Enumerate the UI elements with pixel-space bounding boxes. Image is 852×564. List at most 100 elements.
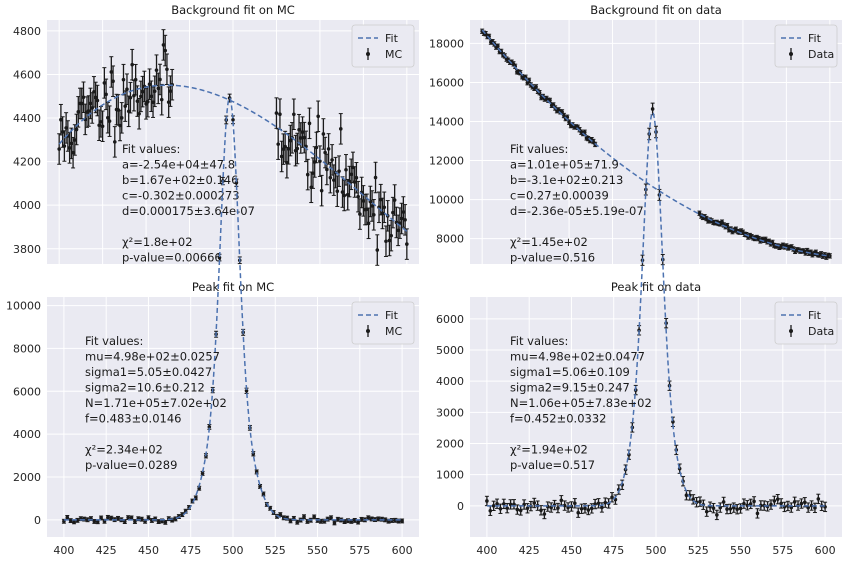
data-point <box>392 198 397 202</box>
fit-annotation-line: f=0.483±0.0146 <box>85 412 181 426</box>
data-point <box>380 211 385 216</box>
data-point <box>354 175 359 180</box>
chart-panel: 0 2000 4000 6000 8000 10000 400 425 450 475 500 525… <box>6 93 419 557</box>
data-point <box>326 147 331 151</box>
x-tick-label: 450 <box>561 544 582 557</box>
data-point <box>295 146 300 151</box>
fit-annotation-line: b=-3.1e+02±0.213 <box>510 173 623 187</box>
legend-points-label: MC <box>385 325 402 338</box>
data-point <box>106 115 110 120</box>
data-point <box>276 142 280 146</box>
data-point <box>485 499 489 503</box>
data-point <box>403 218 407 222</box>
data-point <box>288 519 293 523</box>
x-tick-label: 600 <box>392 544 413 557</box>
fit-annotation-line: Fit values: <box>85 334 143 348</box>
data-point <box>603 500 608 505</box>
y-tick-label: 4000 <box>436 375 464 388</box>
data-point <box>559 498 564 503</box>
legend-points-marker <box>789 52 793 56</box>
data-point <box>342 193 347 198</box>
data-point <box>356 520 360 524</box>
data-point <box>59 117 63 122</box>
data-point <box>106 515 110 520</box>
data-point <box>518 508 523 513</box>
data-point <box>505 506 510 510</box>
legend-points-label: MC <box>385 48 402 61</box>
data-point <box>330 158 334 162</box>
data-point <box>107 119 112 123</box>
data-point <box>389 233 393 238</box>
data-point <box>163 520 168 525</box>
data-point <box>345 192 350 197</box>
data-point <box>361 199 366 203</box>
legend-fit-label: Fit <box>808 309 822 322</box>
y-tick-label: 6000 <box>13 385 41 398</box>
data-point <box>133 519 137 524</box>
data-point <box>149 94 154 99</box>
y-tick-label: 2000 <box>13 471 41 484</box>
legend-fit-label: Fit <box>808 32 822 45</box>
data-point <box>352 180 357 184</box>
data-point <box>200 471 205 476</box>
y-tick-label: 3800 <box>13 243 41 256</box>
x-tick-label: 450 <box>138 544 159 557</box>
data-point <box>312 515 316 519</box>
chart-title: Peak fit on MC <box>192 280 274 294</box>
legend-points-label: Data <box>808 325 834 338</box>
data-point <box>121 77 126 82</box>
data-point <box>97 123 101 128</box>
data-point <box>755 511 760 516</box>
data-point <box>600 505 604 510</box>
data-point <box>147 82 152 87</box>
data-point <box>158 77 162 82</box>
data-point <box>99 119 103 124</box>
data-point <box>118 123 122 128</box>
fit-annotation-line: sigma2=10.6±0.212 <box>85 381 205 395</box>
data-point <box>85 517 90 522</box>
y-tick-label: 2000 <box>436 437 464 450</box>
data-point <box>359 517 364 522</box>
chart-title: Peak fit on data <box>611 280 701 294</box>
y-tick-label: 0 <box>34 514 41 527</box>
data-point <box>573 501 577 506</box>
data-point <box>137 111 141 116</box>
data-point <box>154 68 159 72</box>
data-point <box>384 239 388 244</box>
fit-annotation-line: b=1.67e+02±0.146 <box>122 173 238 187</box>
data-point <box>318 159 322 163</box>
data-point <box>650 107 655 111</box>
data-point <box>119 116 124 120</box>
data-point <box>725 507 729 511</box>
data-point <box>152 89 157 94</box>
data-point <box>400 519 404 523</box>
data-point <box>329 515 333 520</box>
data-point <box>731 505 736 510</box>
legend-fit-label: Fit <box>385 309 399 322</box>
y-tick-label: 4600 <box>13 68 41 81</box>
fit-annotation-line: mu=4.98e+02±0.0477 <box>510 350 645 364</box>
data-point <box>340 190 345 194</box>
data-point <box>579 506 584 511</box>
data-point <box>586 508 591 512</box>
data-point <box>146 99 150 104</box>
data-point <box>332 178 336 182</box>
data-point <box>286 147 291 151</box>
data-point <box>125 87 129 92</box>
chart-title: Background fit on MC <box>171 3 295 17</box>
data-point <box>321 132 326 136</box>
data-point <box>549 505 553 510</box>
y-tick-label: 18000 <box>429 37 464 50</box>
data-point <box>556 506 560 510</box>
fit-curve <box>63 96 403 521</box>
data-point <box>387 238 392 243</box>
data-point <box>589 506 594 511</box>
data-point <box>399 216 404 221</box>
data-point <box>111 79 115 84</box>
x-tick-label: 575 <box>349 544 370 557</box>
data-point <box>74 127 79 132</box>
x-tick-label: 475 <box>603 544 624 557</box>
data-point <box>109 70 114 74</box>
x-tick-label: 425 <box>96 544 117 557</box>
fit-annotation-line: N=1.06e+05±7.83e+02 <box>510 396 652 410</box>
